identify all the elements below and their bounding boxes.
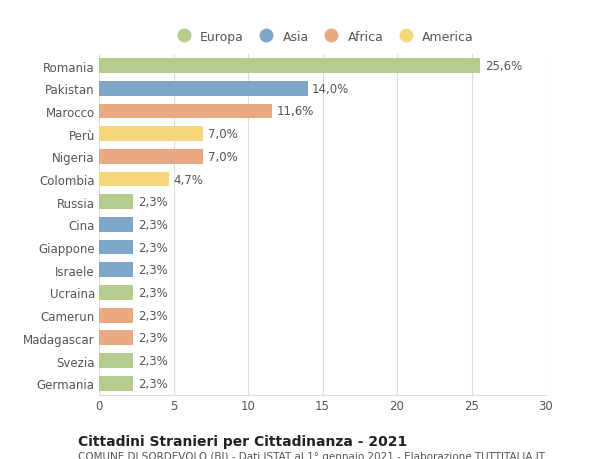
Text: 2,3%: 2,3% xyxy=(138,218,167,231)
Legend: Europa, Asia, Africa, America: Europa, Asia, Africa, America xyxy=(171,31,474,44)
Bar xyxy=(99,59,481,74)
Bar xyxy=(99,195,133,210)
Text: 25,6%: 25,6% xyxy=(485,60,522,73)
Text: 14,0%: 14,0% xyxy=(312,83,349,95)
Text: 2,3%: 2,3% xyxy=(138,354,167,367)
Text: 7,0%: 7,0% xyxy=(208,128,238,141)
Bar xyxy=(99,353,133,368)
Text: 2,3%: 2,3% xyxy=(138,309,167,322)
Text: 11,6%: 11,6% xyxy=(277,105,314,118)
Bar xyxy=(99,104,272,119)
Text: 2,3%: 2,3% xyxy=(138,377,167,390)
Bar xyxy=(99,263,133,278)
Bar xyxy=(99,218,133,232)
Text: 2,3%: 2,3% xyxy=(138,332,167,345)
Bar xyxy=(99,285,133,300)
Text: 2,3%: 2,3% xyxy=(138,241,167,254)
Text: 7,0%: 7,0% xyxy=(208,151,238,163)
Bar xyxy=(99,172,169,187)
Text: 2,3%: 2,3% xyxy=(138,286,167,299)
Bar xyxy=(99,376,133,391)
Bar xyxy=(99,240,133,255)
Bar xyxy=(99,150,203,164)
Bar xyxy=(99,331,133,346)
Text: 4,7%: 4,7% xyxy=(173,173,203,186)
Bar xyxy=(99,127,203,142)
Text: COMUNE DI SORDEVOLO (BI) - Dati ISTAT al 1° gennaio 2021 - Elaborazione TUTTITAL: COMUNE DI SORDEVOLO (BI) - Dati ISTAT al… xyxy=(78,451,545,459)
Text: 2,3%: 2,3% xyxy=(138,196,167,209)
Bar xyxy=(99,82,308,96)
Text: 2,3%: 2,3% xyxy=(138,264,167,277)
Bar xyxy=(99,308,133,323)
Text: Cittadini Stranieri per Cittadinanza - 2021: Cittadini Stranieri per Cittadinanza - 2… xyxy=(78,434,407,448)
